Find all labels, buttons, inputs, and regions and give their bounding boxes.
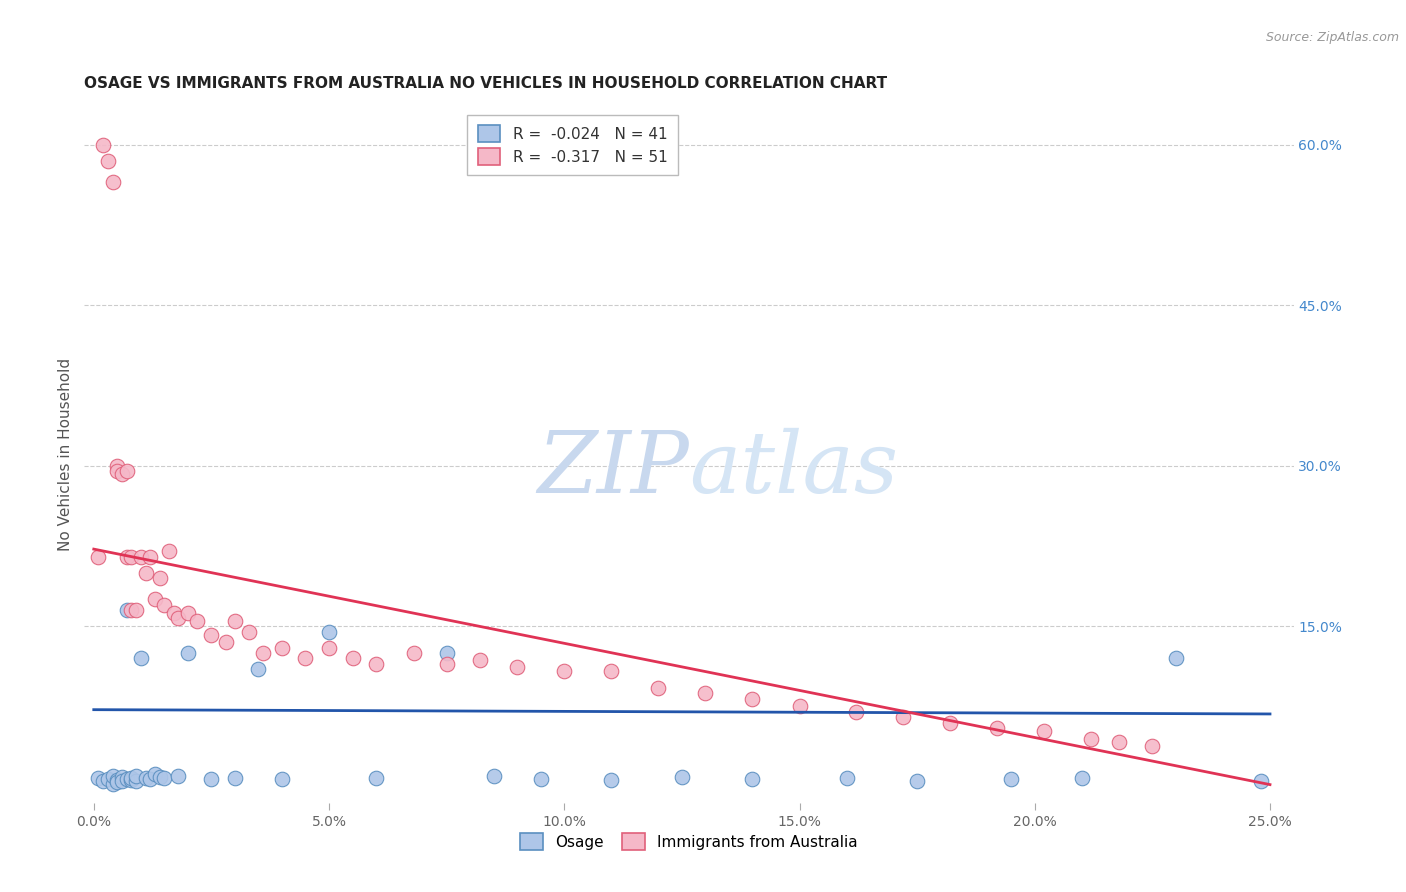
Point: [129, 651, 152, 665]
Point: [115, 464, 138, 478]
Point: [318, 640, 340, 655]
Point: [318, 624, 340, 639]
Point: [789, 699, 811, 714]
Point: [224, 614, 246, 628]
Point: [101, 175, 124, 189]
Legend: Osage, Immigrants from Australia: Osage, Immigrants from Australia: [512, 826, 866, 858]
Point: [364, 657, 387, 671]
Point: [986, 721, 1008, 735]
Point: [149, 770, 172, 784]
Point: [105, 775, 128, 789]
Point: [157, 544, 180, 558]
Point: [695, 685, 717, 699]
Point: [139, 772, 162, 787]
Point: [129, 549, 152, 564]
Point: [1080, 731, 1102, 746]
Point: [139, 549, 162, 564]
Point: [149, 571, 172, 585]
Point: [115, 603, 138, 617]
Point: [741, 772, 763, 787]
Point: [436, 657, 458, 671]
Point: [120, 603, 142, 617]
Point: [1033, 724, 1056, 739]
Point: [120, 549, 142, 564]
Point: [1164, 651, 1187, 665]
Point: [163, 607, 186, 621]
Point: [252, 646, 274, 660]
Point: [200, 772, 222, 787]
Point: [91, 774, 114, 789]
Point: [1108, 735, 1130, 749]
Point: [364, 771, 387, 785]
Point: [600, 664, 623, 678]
Text: Source: ZipAtlas.com: Source: ZipAtlas.com: [1265, 31, 1399, 45]
Point: [120, 771, 142, 785]
Point: [177, 646, 200, 660]
Point: [939, 715, 962, 730]
Point: [135, 566, 157, 580]
Point: [647, 681, 669, 696]
Text: OSAGE VS IMMIGRANTS FROM AUSTRALIA NO VEHICLES IN HOUSEHOLD CORRELATION CHART: OSAGE VS IMMIGRANTS FROM AUSTRALIA NO VE…: [84, 76, 887, 91]
Point: [741, 692, 763, 706]
Point: [115, 549, 138, 564]
Point: [247, 662, 270, 676]
Point: [87, 771, 110, 785]
Point: [125, 769, 148, 783]
Point: [342, 651, 364, 665]
Point: [143, 592, 166, 607]
Point: [105, 773, 128, 788]
Point: [671, 770, 693, 784]
Point: [97, 153, 120, 168]
Point: [506, 660, 529, 674]
Point: [271, 772, 294, 787]
Point: [1142, 739, 1164, 753]
Point: [238, 624, 260, 639]
Point: [125, 603, 148, 617]
Point: [845, 705, 868, 719]
Point: [120, 773, 142, 788]
Point: [125, 774, 148, 789]
Point: [835, 771, 858, 785]
Point: [468, 653, 491, 667]
Point: [135, 771, 157, 785]
Point: [105, 464, 128, 478]
Point: [1250, 774, 1272, 789]
Point: [1070, 771, 1092, 785]
Point: [115, 772, 138, 787]
Point: [97, 772, 120, 787]
Point: [553, 664, 575, 678]
Point: [111, 770, 134, 784]
Point: [891, 710, 914, 724]
Point: [101, 769, 124, 783]
Point: [111, 774, 134, 789]
Point: [177, 607, 200, 621]
Point: [905, 774, 928, 789]
Text: atlas: atlas: [689, 427, 898, 510]
Point: [143, 767, 166, 781]
Point: [271, 640, 294, 655]
Text: ZIP: ZIP: [537, 427, 689, 510]
Point: [153, 598, 176, 612]
Point: [167, 769, 190, 783]
Point: [402, 646, 425, 660]
Point: [600, 773, 623, 788]
Point: [482, 769, 505, 783]
Point: [91, 137, 114, 152]
Point: [101, 776, 124, 790]
Point: [530, 772, 553, 787]
Point: [87, 549, 110, 564]
Point: [186, 614, 208, 628]
Point: [1000, 772, 1022, 787]
Point: [214, 635, 236, 649]
Point: [200, 628, 222, 642]
Point: [224, 771, 246, 785]
Point: [105, 458, 128, 473]
Point: [294, 651, 316, 665]
Point: [167, 610, 190, 624]
Point: [111, 467, 134, 482]
Point: [436, 646, 458, 660]
Point: [153, 771, 176, 785]
Y-axis label: No Vehicles in Household: No Vehicles in Household: [58, 359, 73, 551]
